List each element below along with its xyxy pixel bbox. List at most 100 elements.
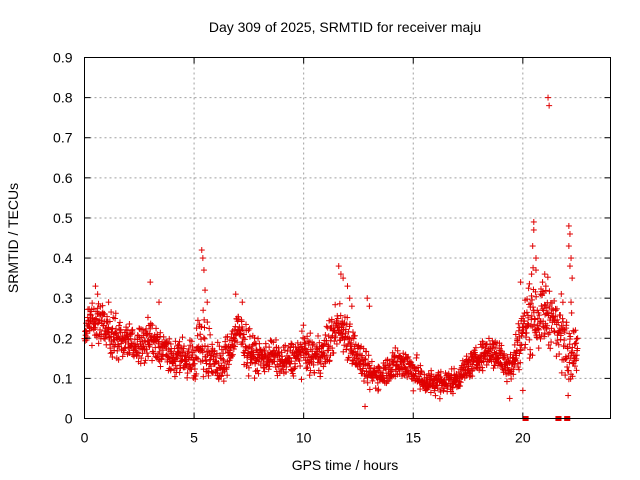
data-point xyxy=(117,326,124,333)
y-tick-label: 0.9 xyxy=(53,50,73,66)
data-point xyxy=(298,328,305,335)
data-point xyxy=(465,369,472,376)
data-point xyxy=(510,366,517,373)
data-point xyxy=(374,379,381,386)
data-point xyxy=(201,342,208,349)
data-point xyxy=(166,335,173,342)
data-point xyxy=(558,369,565,376)
data-point xyxy=(532,267,539,274)
data-point xyxy=(512,331,519,338)
data-point xyxy=(530,226,537,233)
data-point xyxy=(203,360,210,367)
data-point xyxy=(563,319,570,326)
data-point xyxy=(504,354,511,361)
data-point xyxy=(254,367,261,374)
data-point xyxy=(513,355,520,362)
data-point xyxy=(537,335,544,342)
data-point xyxy=(417,362,424,369)
data-point xyxy=(246,333,253,340)
data-point xyxy=(556,351,563,358)
data-point xyxy=(220,378,227,385)
data-point xyxy=(273,336,280,343)
data-point xyxy=(143,346,150,353)
data-point xyxy=(255,335,262,342)
data-point xyxy=(191,365,198,372)
data-point xyxy=(140,343,147,350)
data-point xyxy=(315,332,322,339)
data-point xyxy=(413,351,420,358)
data-point xyxy=(364,295,371,302)
data-point xyxy=(105,299,112,306)
data-point xyxy=(492,344,499,351)
data-point xyxy=(155,338,162,345)
data-point xyxy=(320,363,327,370)
data-point xyxy=(91,321,98,328)
data-point xyxy=(139,326,146,333)
data-point xyxy=(567,333,574,340)
data-point xyxy=(359,352,366,359)
data-point xyxy=(154,353,161,360)
data-point xyxy=(215,360,222,367)
data-point xyxy=(300,334,307,341)
data-point xyxy=(437,368,444,375)
data-point xyxy=(223,364,230,371)
data-point xyxy=(202,287,209,294)
data-point xyxy=(197,331,204,338)
data-point xyxy=(538,285,545,292)
data-point xyxy=(534,307,541,314)
data-point xyxy=(362,403,369,410)
data-point xyxy=(318,353,325,360)
data-point xyxy=(228,353,235,360)
data-point xyxy=(341,342,348,349)
data-point xyxy=(540,307,547,314)
data-point xyxy=(521,344,528,351)
data-point xyxy=(323,323,330,330)
data-point xyxy=(529,352,536,359)
data-point xyxy=(351,332,358,339)
data-point xyxy=(193,325,200,332)
data-point xyxy=(271,347,278,354)
data-point xyxy=(337,271,344,278)
data-point xyxy=(238,318,245,325)
data-point xyxy=(554,337,561,344)
data-point xyxy=(84,333,91,340)
data-point xyxy=(204,299,211,306)
data-point xyxy=(239,326,246,333)
data-point xyxy=(303,365,310,372)
data-point xyxy=(535,345,542,352)
chart-title: Day 309 of 2025, SRMTID for receiver maj… xyxy=(209,19,481,35)
data-point xyxy=(532,255,539,262)
data-point xyxy=(94,305,101,312)
data-point xyxy=(408,359,415,366)
plot-frame xyxy=(84,57,611,419)
data-point xyxy=(526,336,533,343)
data-point xyxy=(479,367,486,374)
data-point xyxy=(524,320,531,327)
data-point xyxy=(218,355,225,362)
data-point xyxy=(292,363,299,370)
data-point xyxy=(568,309,575,316)
data-point xyxy=(108,309,115,316)
data-point xyxy=(199,346,206,353)
data-point xyxy=(404,374,411,381)
data-point xyxy=(349,329,356,336)
data-point xyxy=(138,355,145,362)
data-point xyxy=(503,378,510,385)
data-point xyxy=(144,350,151,357)
data-point xyxy=(331,338,338,345)
data-point xyxy=(449,390,456,397)
data-point xyxy=(251,375,258,382)
data-point xyxy=(566,230,573,237)
data-point xyxy=(541,271,548,278)
data-point xyxy=(520,313,527,320)
data-point xyxy=(548,339,555,346)
data-point xyxy=(204,319,211,326)
data-point xyxy=(314,351,321,358)
data-point xyxy=(99,302,106,309)
data-point xyxy=(516,366,523,373)
data-point xyxy=(544,274,551,281)
data-point xyxy=(142,357,149,364)
data-point xyxy=(101,310,108,317)
data-point xyxy=(332,301,339,308)
